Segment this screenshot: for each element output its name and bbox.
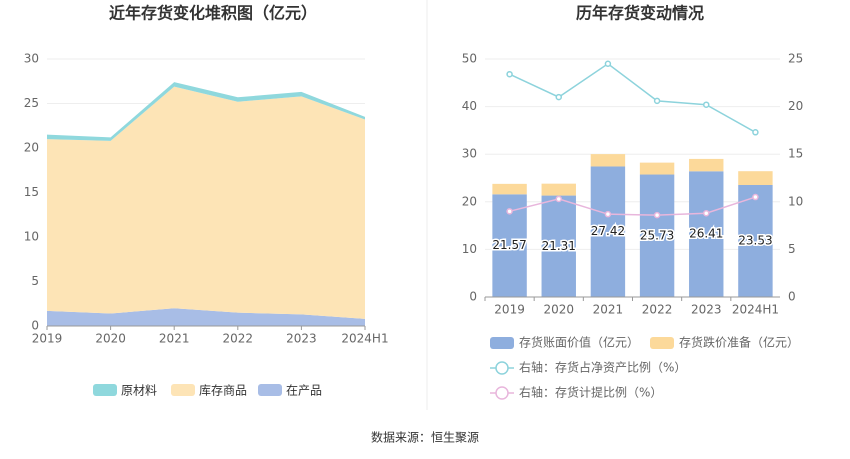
- line: [509, 62, 756, 133]
- y2-tick-label: 5: [788, 242, 796, 256]
- point: [555, 195, 562, 203]
- legend-swatch: [171, 384, 195, 396]
- point: [506, 70, 513, 78]
- legend-label: 原材料: [121, 384, 157, 398]
- y-tick-label: 0: [31, 319, 39, 333]
- bar: [738, 171, 773, 185]
- point: [653, 97, 661, 105]
- point: [653, 211, 661, 219]
- legend-label: 存货跌价准备（亿元）: [679, 335, 799, 350]
- x-tick-label: 2021: [159, 332, 190, 346]
- bar: [738, 184, 773, 297]
- y-tick-label: 20: [462, 194, 477, 208]
- x-tick-label: 2024H1: [341, 332, 388, 346]
- bar: [639, 174, 675, 297]
- bar: [689, 171, 724, 297]
- legend-label: 右轴：存货占净资产比例（%）: [519, 360, 686, 375]
- area: [47, 82, 365, 141]
- y2-tick-label: 10: [788, 194, 803, 208]
- legend-swatch: [490, 337, 514, 349]
- y-tick-label: 15: [24, 185, 39, 199]
- point: [555, 93, 562, 101]
- x-tick-label: 2020: [95, 332, 126, 346]
- y-tick-label: 30: [462, 147, 477, 161]
- bar: [590, 166, 626, 297]
- chart-title: 近年存货变化堆积图（亿元）: [109, 4, 317, 23]
- chart-title: 历年存货变动情况: [576, 4, 704, 23]
- x-tick-label: 2022: [223, 332, 254, 346]
- x-tick-label: 2019: [494, 303, 525, 317]
- value-label: 21.57: [492, 238, 526, 252]
- point: [703, 209, 710, 217]
- value-label: 26.41: [689, 227, 723, 241]
- y2-tick-label: 20: [788, 99, 803, 113]
- y-tick-label: 25: [24, 96, 39, 110]
- bar: [541, 195, 576, 297]
- x-tick-label: 2024H1: [732, 303, 779, 317]
- y-tick-label: 30: [24, 52, 39, 66]
- y-tick-label: 10: [24, 230, 39, 244]
- x-tick-label: 2023: [286, 332, 317, 346]
- area: [47, 86, 365, 319]
- area: [47, 308, 365, 326]
- value-label: 21.31: [542, 239, 576, 253]
- legend-swatch: [650, 337, 674, 349]
- legend-marker: [495, 386, 509, 400]
- legend-swatch: [93, 384, 117, 396]
- y2-tick-label: 15: [788, 147, 803, 161]
- value-label: 25.73: [640, 228, 674, 242]
- source: 数据来源：恒生聚源: [371, 430, 479, 445]
- y2-tick-label: 0: [788, 290, 796, 304]
- point: [604, 210, 612, 218]
- point: [506, 208, 513, 215]
- point: [604, 60, 612, 68]
- legend-label: 在产品: [286, 384, 322, 398]
- y-tick-label: 0: [469, 290, 477, 304]
- x-tick-label: 2019: [32, 332, 63, 346]
- point: [703, 101, 710, 108]
- x-tick-label: 2020: [543, 303, 574, 317]
- legend-label: 存货账面价值（亿元）: [519, 335, 639, 350]
- y-tick-label: 40: [462, 99, 477, 113]
- y-tick-label: 50: [462, 52, 477, 66]
- x-tick-label: 2023: [691, 303, 722, 317]
- y-tick-label: 5: [31, 274, 39, 288]
- y2-tick-label: 25: [788, 52, 803, 66]
- legend-marker: [495, 361, 509, 375]
- x-tick-label: 2022: [642, 303, 673, 317]
- y-tick-label: 10: [462, 242, 477, 256]
- bar: [492, 183, 527, 195]
- point: [752, 129, 759, 136]
- value-label: 23.53: [738, 233, 772, 247]
- legend-swatch: [258, 384, 282, 396]
- value-label: 27.42: [591, 224, 625, 238]
- legend-label: 库存商品: [199, 383, 247, 398]
- point: [752, 193, 759, 201]
- bar: [689, 158, 724, 172]
- line: [509, 196, 756, 216]
- x-tick-label: 2021: [593, 303, 624, 317]
- bar: [639, 162, 675, 175]
- legend-label: 右轴：存货计提比例（%）: [519, 385, 662, 400]
- bar: [590, 154, 626, 167]
- bar: [541, 183, 576, 196]
- y-tick-label: 20: [24, 141, 39, 155]
